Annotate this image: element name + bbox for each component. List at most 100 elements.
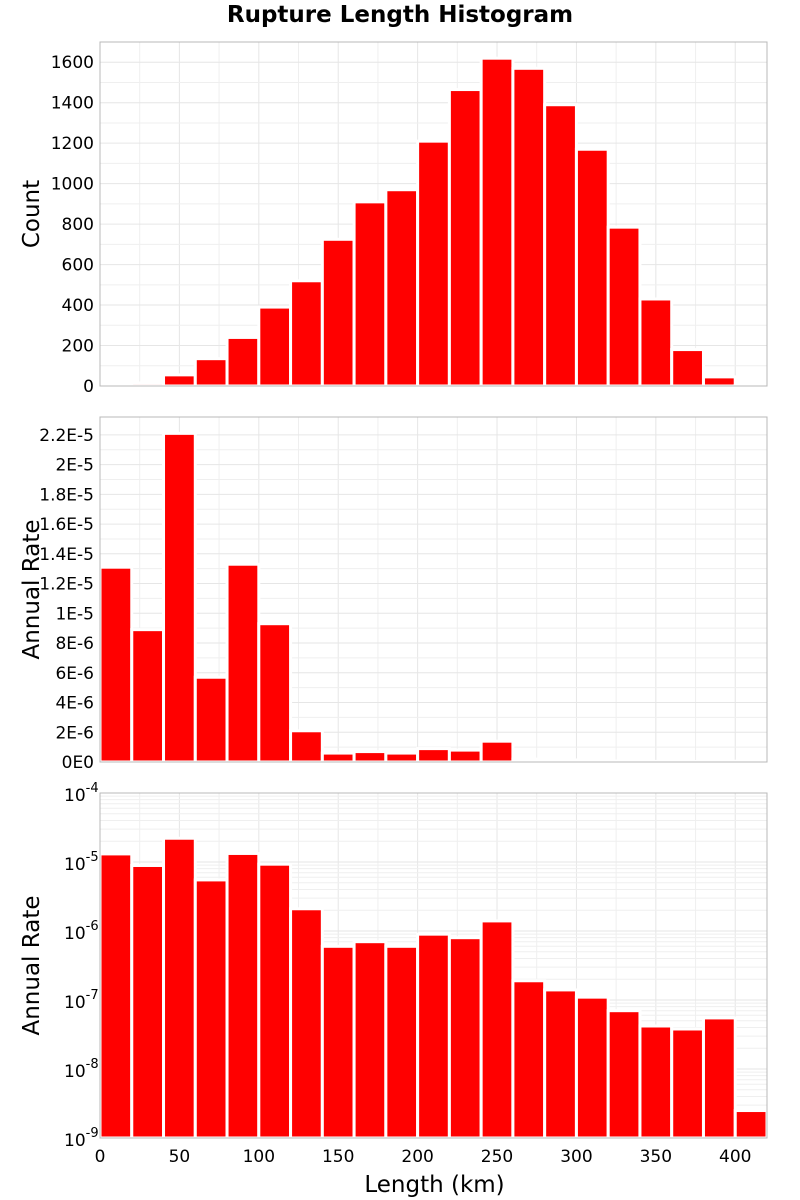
y-tick-label: 400: [62, 296, 94, 316]
histogram-bar: [352, 750, 388, 764]
histogram-bar: [193, 357, 229, 388]
histogram-bar: [447, 748, 483, 764]
histogram-bar: [606, 1009, 642, 1140]
x-tick-label: 100: [243, 1147, 275, 1167]
histogram-bar: [574, 147, 610, 388]
histogram-bar: [130, 628, 166, 764]
chart-panel-2: 0E0 2E-6 4E-6 6E-6 8E-6 1E-5 1.2E-5 1.4E-5 1.6E-…: [19, 416, 769, 773]
histogram-bar: [320, 944, 356, 1140]
y-tick-label: 2.2E-5: [39, 426, 94, 446]
y-tick-label: 1.4E-5: [39, 545, 94, 565]
y-tick-label: 1.8E-5: [39, 485, 94, 505]
histogram-bar: [701, 375, 737, 388]
histogram-bar: [384, 751, 420, 764]
histogram-bar: [352, 940, 388, 1140]
chart-title: Rupture Length Histogram: [226, 2, 574, 28]
histogram-bar: [511, 66, 547, 388]
histogram-bar: [162, 373, 197, 388]
plot-frame: [99, 41, 768, 387]
histogram-bar: [384, 944, 420, 1140]
y-tick-label: 1600: [51, 53, 94, 73]
histogram-bar: [447, 936, 483, 1140]
y-tick-label: 8E-6: [55, 634, 94, 654]
chart-panel-1: 0 200 400 600 800 1000 1200 1400 1600 Count: [19, 41, 769, 397]
x-tick-label: 150: [322, 1147, 354, 1167]
plot-frame: [99, 416, 768, 763]
x-tick-label: 50: [169, 1147, 191, 1167]
x-tick-label: 0: [95, 1147, 106, 1167]
histogram-bar: [162, 836, 197, 1140]
histogram-bar: [733, 1109, 769, 1140]
y-tick-label: 200: [62, 337, 94, 357]
y-tick-label: 1E-5: [55, 604, 94, 624]
histogram-bar: [320, 237, 356, 388]
histogram-bar: [98, 852, 134, 1140]
y-tick-label: 1.2E-5: [39, 575, 94, 595]
histogram-bar: [638, 297, 674, 388]
y-tick-label: 2E-5: [55, 456, 94, 476]
histogram-bar: [289, 729, 324, 764]
x-tick-label: 200: [401, 1147, 433, 1167]
histogram-bar: [543, 988, 578, 1140]
histogram-bar: [130, 863, 166, 1140]
y-tick-label: 800: [62, 215, 94, 235]
y-tick-label: 0: [83, 377, 94, 397]
histogram-bar: [543, 103, 578, 388]
histogram-bar: [574, 995, 610, 1140]
histogram-bar: [416, 747, 451, 764]
histogram-bar: [193, 675, 229, 764]
y-tick-label: 2E-6: [55, 723, 94, 743]
y-tick-label: 10-8: [64, 1057, 99, 1082]
histogram-bar: [225, 851, 261, 1140]
histogram-bar: [289, 907, 324, 1140]
x-tick-label: 300: [560, 1147, 592, 1167]
histogram-bar: [701, 1016, 737, 1140]
y-tick-label: 600: [62, 256, 94, 276]
y-tick-label: 10-5: [64, 850, 99, 875]
histogram-bar: [670, 1027, 705, 1140]
y-tick-label: 1.6E-5: [39, 515, 94, 535]
x-axis-label: Length (km): [364, 1172, 504, 1198]
histogram-bar: [384, 188, 420, 388]
y-axis-label: Annual Rate: [19, 896, 45, 1036]
x-tick-label: 250: [481, 1147, 513, 1167]
y-axis-label: Annual Rate: [19, 520, 45, 660]
histogram-bar: [320, 751, 356, 764]
histogram-bar: [606, 225, 642, 388]
histogram-bar: [416, 932, 451, 1140]
histogram-bar: [225, 562, 261, 764]
histogram-bar: [479, 919, 515, 1140]
histogram-bar: [511, 979, 547, 1140]
y-tick-label: 10-6: [64, 919, 99, 944]
y-tick-label: 10-4: [64, 781, 99, 806]
histogram-bar: [257, 862, 293, 1140]
histogram-bar: [670, 348, 705, 388]
y-axis-label: Count: [19, 180, 45, 248]
y-tick-label: 6E-6: [55, 664, 94, 684]
histogram-bar: [289, 279, 324, 388]
y-tick-label: 1400: [51, 94, 94, 114]
histogram-bar: [352, 200, 388, 388]
y-tick-label: 10-9: [64, 1126, 99, 1151]
x-tick-label: 400: [719, 1147, 751, 1167]
histogram-bar: [225, 335, 261, 388]
histogram-bar: [162, 431, 197, 764]
histogram-bar: [479, 56, 515, 388]
y-tick-label: 1000: [51, 175, 94, 195]
histogram-bar: [193, 878, 229, 1140]
plot-frame: [99, 792, 768, 1139]
y-tick-label: 10-7: [64, 988, 99, 1013]
histogram-bar: [416, 139, 451, 388]
histogram-bar: [479, 739, 515, 764]
histogram-bar: [257, 622, 293, 764]
x-tick-label: 350: [640, 1147, 672, 1167]
histogram-bar: [257, 305, 293, 388]
histogram-bar: [98, 565, 134, 764]
y-tick-label: 1200: [51, 134, 94, 154]
histogram-bar: [447, 88, 483, 388]
y-tick-label: 4E-6: [55, 694, 94, 714]
y-tick-label: 0E0: [62, 753, 94, 773]
histogram-bar: [638, 1024, 674, 1140]
chart-panel-3: 10-9 10-8 10-7 10-6 10-5 10-4 0 50 100 150 200 250 3…: [19, 781, 769, 1198]
